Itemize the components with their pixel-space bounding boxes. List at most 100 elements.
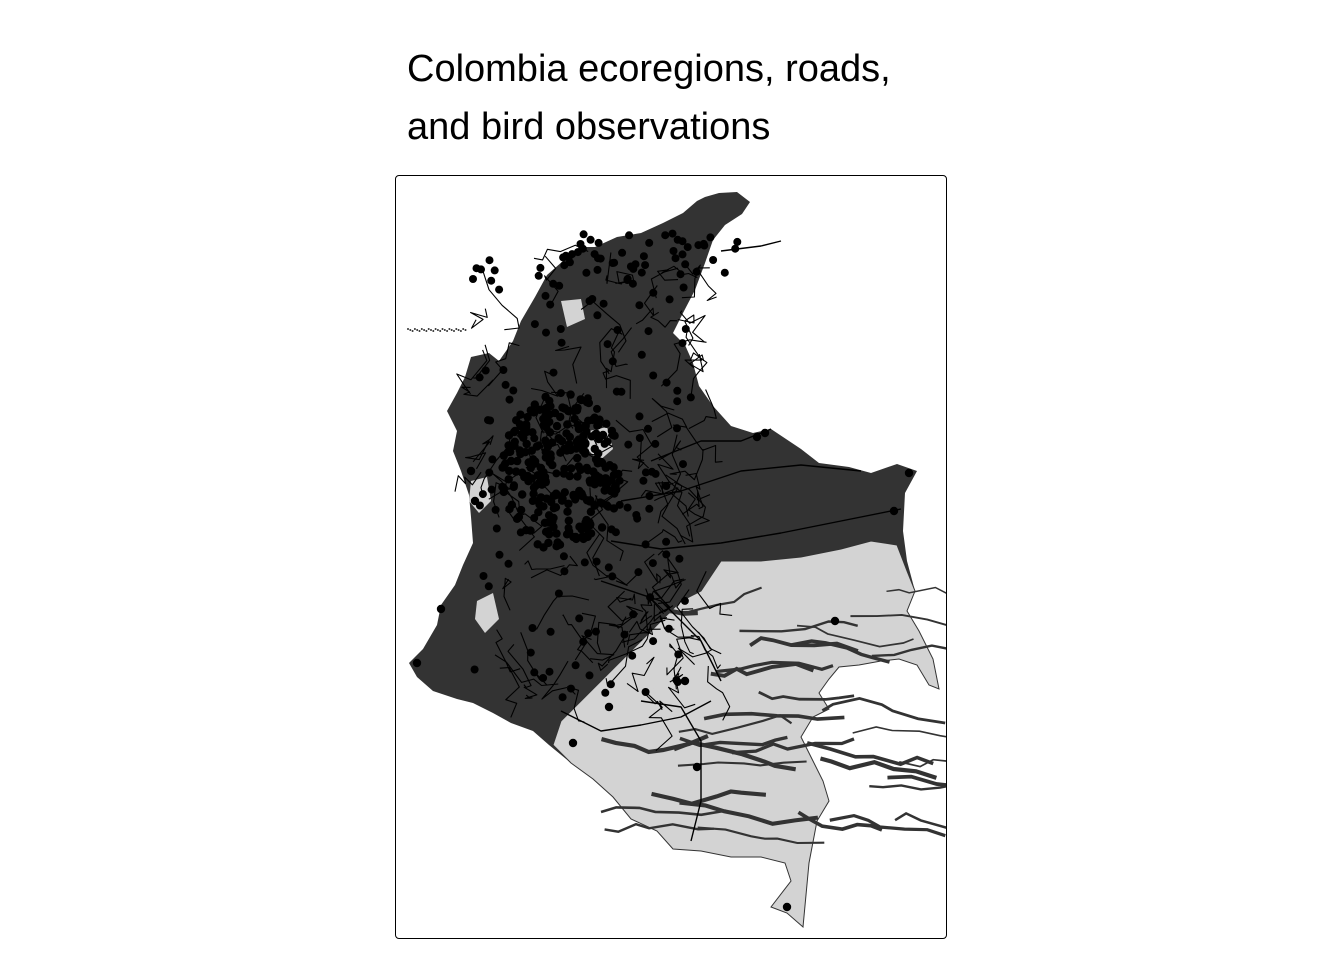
bird-observation-point [593,404,601,413]
bird-observation-point [566,464,576,473]
island-dot [418,330,421,332]
road-line [650,269,679,299]
road-line [648,529,683,543]
bird-observation-point [549,368,558,377]
bird-observation-point [561,251,570,260]
road-line [689,352,708,399]
bird-observation-point [542,494,551,503]
bird-observation-point [469,275,477,283]
bird-observation-point [568,738,578,748]
road-line [608,624,652,664]
road-line [657,487,679,524]
river-strip [829,813,946,838]
bird-observation-point [583,394,592,403]
bird-observation-point [579,431,588,441]
bird-observation-point [546,450,555,459]
river-strip [716,660,834,674]
road-line [667,666,696,709]
island-dot [464,329,467,331]
bird-observation-point [477,265,485,274]
bird-observation-point [526,526,535,535]
bird-observation-point [495,285,504,294]
road-line [650,311,678,328]
bird-observation-point [615,476,624,485]
bird-observation-point [552,529,561,538]
bird-observation-point [683,243,692,252]
bird-observation-point [591,627,600,636]
ecoregion-outline-dark [409,192,939,927]
island-dot [448,328,451,330]
bird-observation-point [681,325,690,333]
bird-observation-point [645,492,654,500]
island-dot [423,329,426,331]
bird-observation-point [534,441,543,450]
bird-observation-point [651,439,660,448]
bird-observation-point [536,477,545,486]
bird-observation-point [536,263,545,272]
road-line [599,328,623,375]
bird-observation-point [752,432,762,442]
bird-observation-point [484,582,493,591]
road-line [610,508,902,550]
bird-observation-point [584,629,593,638]
road-line [560,700,712,732]
bird-observation-point [539,674,548,682]
bird-observation-point [635,301,644,310]
river-strip [611,607,698,626]
river-strip [796,624,914,648]
bird-observation-point [635,412,644,421]
bird-observation-point [576,395,585,404]
bird-observation-point [504,441,513,450]
bird-observation-point [661,231,670,240]
road-line [720,240,782,252]
bird-observation-point [576,465,585,475]
bird-observation-point [639,252,648,261]
bird-observation-point [501,380,510,389]
river-strip [806,741,934,767]
bird-observation-point [513,456,522,466]
island-dot [450,329,453,331]
bird-observation-point [592,557,601,566]
bird-observation-point [662,482,671,490]
bird-observation-point [542,423,551,432]
bird-observation-point [579,637,588,646]
bird-observation-point [582,268,591,277]
road-line [472,435,494,463]
bird-observation-point [649,637,658,646]
road-line [707,665,731,721]
ecoregions-dark-layer [409,192,939,927]
road-line [465,439,490,470]
bird-observation-point [585,671,594,680]
bird-observation-point [546,300,555,309]
bird-observation-point [673,424,681,433]
bird-observation-point [678,339,687,348]
bird-observation-point [662,378,671,387]
road-line [581,635,615,661]
bird-observation-point [506,456,516,466]
river-strip [679,800,819,826]
bird-observation-point [678,250,687,259]
bird-observation-point [672,676,681,685]
road-line [470,308,488,329]
bird-observation-point [614,469,623,479]
bird-observation-point [478,490,487,499]
colombia-map[interactable] [396,176,947,939]
road-line [530,370,559,397]
road-line [494,654,559,687]
bird-observation-point [623,276,632,284]
island-dot [453,330,455,332]
map-panel[interactable] [395,175,947,939]
bird-observation-point [534,508,543,517]
bird-observation-point [673,397,682,406]
road-line [687,492,710,527]
map-title-line-2: and bird observations [407,106,771,148]
bird-observation-point [731,244,740,253]
bird-observation-point [504,559,513,568]
island-dot [457,329,460,331]
map-title-line-1: Colombia ecoregions, roads, [407,48,891,90]
bird-observation-point [536,463,546,473]
bird-observation-point [686,393,695,402]
bird-observation-point [564,523,573,532]
bird-observation-point [470,496,480,506]
bird-observation-point [543,442,552,451]
